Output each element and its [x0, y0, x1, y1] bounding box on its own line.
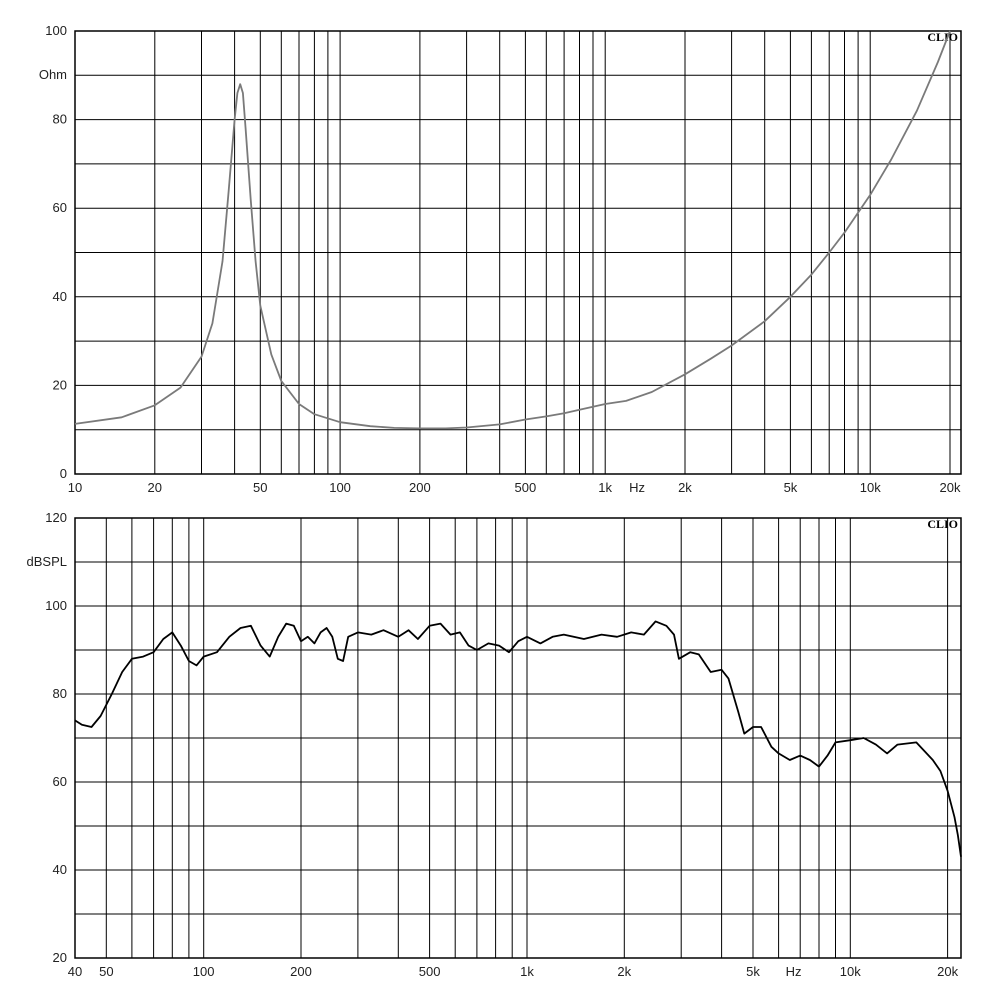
x-tick-label: 200 [290, 964, 312, 979]
x-tick-label: 2k [678, 480, 692, 495]
clio-brand-label: CLIO [927, 30, 958, 44]
y-tick-label: 80 [53, 686, 67, 701]
series-line-0 [74, 30, 951, 430]
x-tick-label: 50 [253, 480, 267, 495]
x-tick-label: 5k [784, 480, 798, 495]
x-tick-label: 20k [940, 480, 961, 495]
y-tick-label: 80 [53, 112, 67, 127]
plot-frame [74, 30, 962, 475]
x-tick-label: 20 [148, 480, 162, 495]
x-tick-label: 100 [193, 964, 215, 979]
x-unit-label: Hz [786, 964, 802, 979]
x-tick-label: 500 [419, 964, 441, 979]
x-tick-label: 50 [99, 964, 113, 979]
x-tick-label: 10k [840, 964, 861, 979]
series-line-0 [74, 620, 962, 857]
impedance-chart: 0 20 40 60 80 100 Ohm 10 20 50 100 200 500 1k 2k 5k 10k 2… [39, 23, 962, 495]
clio-brand-label: CLIO [927, 517, 958, 531]
y-tick-label: 40 [53, 862, 67, 877]
y-tick-label: 100 [45, 23, 67, 38]
y-axis-label: dBSPL [27, 554, 67, 569]
x-unit-label: Hz [629, 480, 645, 495]
y-tick-label: 20 [53, 377, 67, 392]
x-tick-label: 5k [746, 964, 760, 979]
x-tick-label: 20k [937, 964, 958, 979]
plot-frame [74, 517, 962, 959]
y-tick-label: 60 [53, 774, 67, 789]
x-tick-label: 500 [515, 480, 537, 495]
x-tick-label: 2k [617, 964, 631, 979]
y-tick-label: 0 [60, 466, 67, 481]
x-tick-label: 40 [68, 964, 82, 979]
x-tick-label: 100 [329, 480, 351, 495]
y-tick-label: 40 [53, 289, 67, 304]
x-tick-label: 200 [409, 480, 431, 495]
y-tick-label: 20 [53, 950, 67, 965]
y-tick-label: 120 [45, 510, 67, 525]
y-tick-label: 60 [53, 200, 67, 215]
x-tick-label: 1k [520, 964, 534, 979]
x-tick-label: 10k [860, 480, 881, 495]
y-tick-label: 100 [45, 598, 67, 613]
x-tick-label: 10 [68, 480, 82, 495]
x-tick-label: 1k [598, 480, 612, 495]
y-axis-label: Ohm [39, 67, 67, 82]
